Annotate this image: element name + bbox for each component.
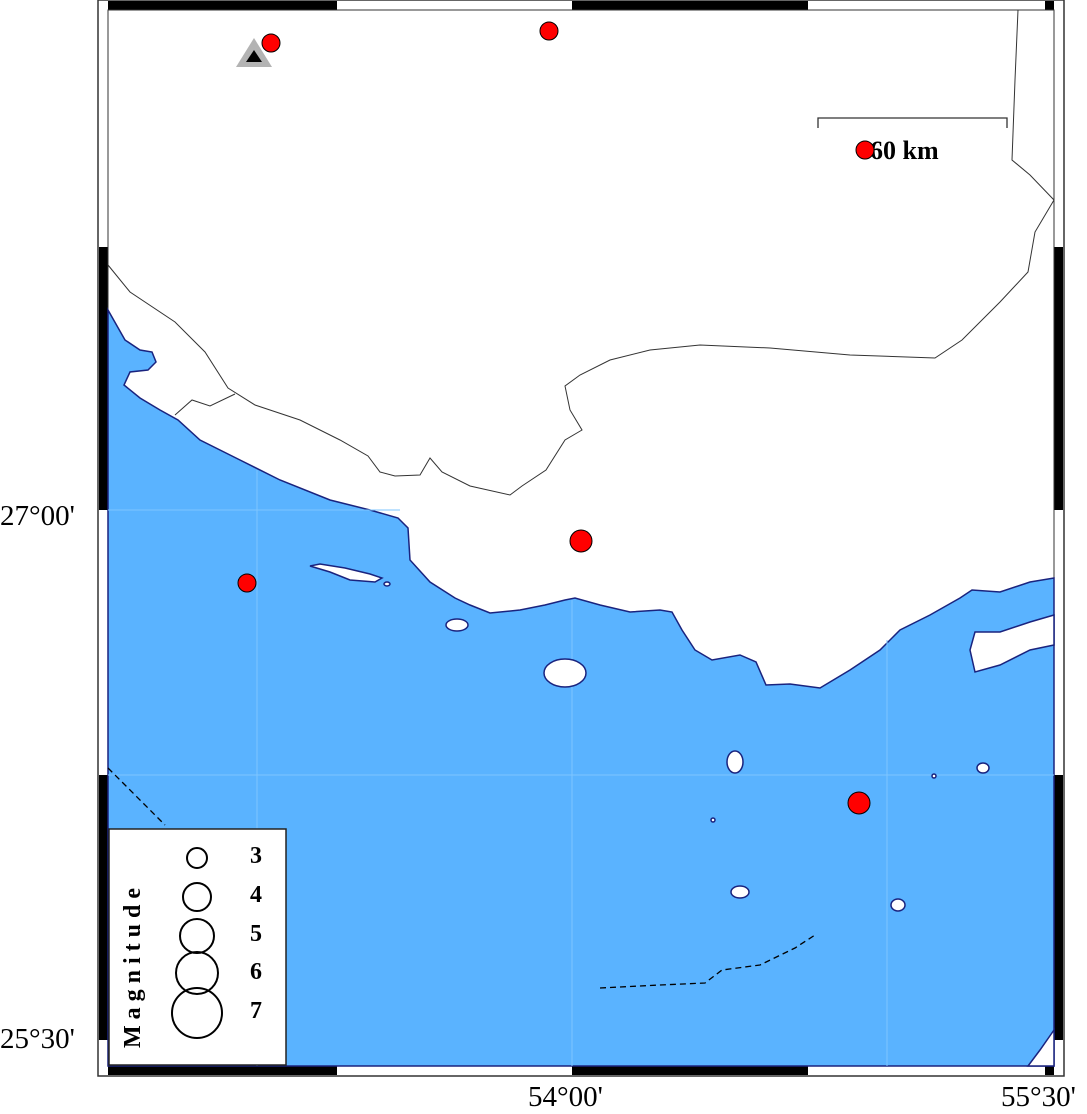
islands (309, 563, 1055, 1067)
earthquake-event-icon (261, 33, 281, 53)
legend-circles (171, 847, 223, 1039)
legend-label: 4 (250, 882, 262, 908)
legend-label: 6 (250, 959, 262, 985)
lon-label-54-00: 54°00' (528, 1081, 603, 1113)
province-borders (107, 9, 1055, 496)
earthquake-event-icon (847, 791, 871, 815)
earthquake-event-icon (569, 529, 593, 553)
lat-label-27-00: 27°00' (0, 500, 75, 532)
sea-area (107, 307, 1055, 1067)
scale-bar-label: 60 km (870, 136, 939, 165)
earthquake-event-icon (855, 140, 875, 160)
legend-label: 3 (250, 843, 262, 869)
earthquake-event-icon (237, 573, 257, 593)
legend-label: 5 (250, 921, 262, 947)
scale-bar (817, 117, 1008, 128)
lon-label-55-30: 55°30' (1001, 1081, 1076, 1113)
lat-label-25-30: 25°30' (0, 1023, 75, 1055)
legend-title: Magnitude (120, 881, 146, 1048)
frame-ticks (99, 1, 1063, 1075)
maritime-boundary (107, 767, 816, 989)
legend-label: 7 (250, 998, 262, 1024)
seismic-station-icon (236, 38, 272, 67)
earthquake-event-icon (539, 21, 559, 41)
